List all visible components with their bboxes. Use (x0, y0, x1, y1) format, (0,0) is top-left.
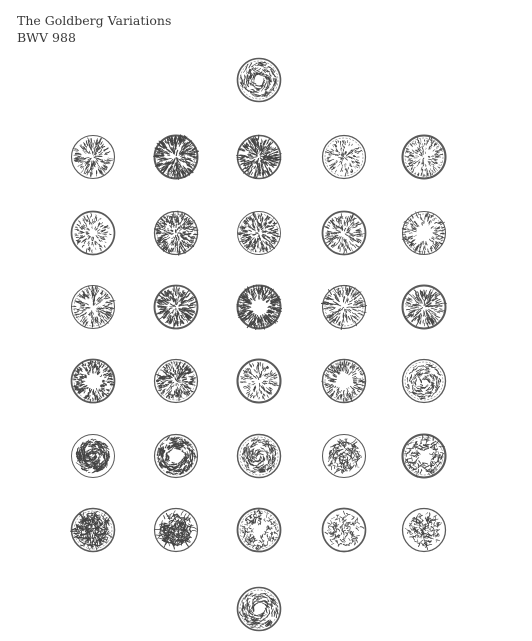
variation-30-disc (401, 507, 447, 553)
variation-13-disc (236, 284, 282, 330)
variation-22-disc (153, 433, 199, 479)
variation-19-disc (321, 358, 367, 404)
variation-17-disc (153, 358, 199, 404)
variation-15-disc (401, 284, 447, 330)
variation-1-disc (70, 134, 116, 180)
variation-20-disc (401, 358, 447, 404)
variation-27-disc (153, 507, 199, 553)
aria-disc (236, 57, 282, 103)
variation-18-disc (236, 358, 282, 404)
title-block: The Goldberg Variations BWV 988 (17, 12, 171, 46)
variation-10-disc (401, 210, 447, 256)
variation-5-disc (401, 134, 447, 180)
variation-8-disc (237, 211, 281, 255)
variation-21-disc (71, 434, 115, 478)
variation-9-disc (321, 210, 367, 256)
page-subtitle: BWV 988 (17, 30, 76, 45)
variation-24-disc (321, 433, 367, 479)
variation-11-disc (70, 284, 116, 330)
variation-7-disc (153, 210, 199, 256)
variation-23-disc (236, 433, 282, 479)
aria-da-capo-disc (236, 586, 282, 632)
variation-16-disc (70, 358, 116, 404)
variation-12-disc (153, 284, 199, 330)
variation-6-disc (70, 210, 116, 256)
variation-26-disc (70, 507, 116, 553)
variation-14-disc (321, 284, 367, 330)
variation-29-disc (321, 507, 367, 553)
variation-4-disc (321, 134, 367, 180)
page-title: The Goldberg Variations (17, 13, 172, 28)
variation-25-disc (401, 433, 447, 479)
variation-3-disc (236, 134, 282, 180)
variation-2-disc (153, 134, 199, 180)
variation-28-disc (236, 507, 282, 553)
